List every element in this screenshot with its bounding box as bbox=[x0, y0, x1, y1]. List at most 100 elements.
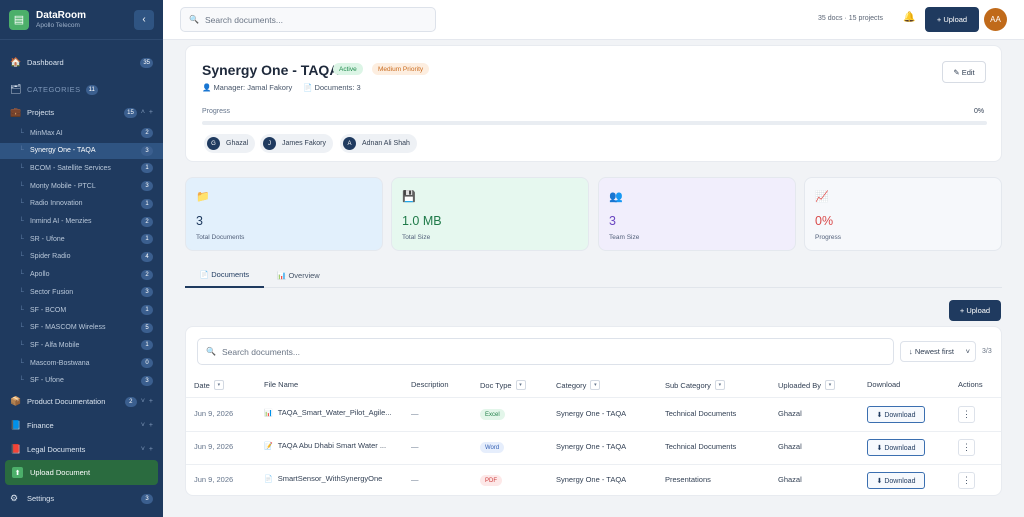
column-header-doc-type[interactable]: Doc Type ▾ bbox=[480, 380, 526, 390]
cell-uploaded-by: Ghazal bbox=[778, 442, 802, 451]
sort-icon[interactable]: ▾ bbox=[714, 380, 725, 390]
progress-value: 0% bbox=[974, 108, 985, 115]
sidebar-item-finance[interactable]: 📘 Finance ˅ + bbox=[10, 420, 153, 430]
sidebar-project-item[interactable]: └ SF - BCOM 1 bbox=[0, 302, 163, 318]
chevron-down-icon[interactable]: ˅ bbox=[140, 446, 145, 453]
search-icon: 🔍 bbox=[189, 15, 199, 24]
avatar: J bbox=[263, 137, 276, 150]
sidebar: ▤ DataRoom Apollo Telecom ‹ 🏠 Dashboard … bbox=[0, 0, 163, 517]
sidebar-project-item[interactable]: └ Synergy One - TAQA 3 bbox=[0, 142, 163, 159]
team-member-chip: G Ghazal bbox=[204, 134, 256, 153]
categories-header: 🗂 CATEGORIES 11 bbox=[0, 81, 163, 98]
sidebar-project-item[interactable]: └ Monty Mobile - PTCL 3 bbox=[0, 178, 163, 194]
sort-icon[interactable]: ▾ bbox=[515, 380, 526, 390]
bell-icon[interactable]: 🔔 bbox=[903, 12, 916, 23]
projects-count-badge: 15 bbox=[124, 107, 137, 118]
sidebar-project-item[interactable]: └ SF - MASCOM Wireless 5 bbox=[0, 320, 163, 336]
cell-description: — bbox=[411, 442, 419, 451]
column-header-sub-category[interactable]: Sub Category ▾ bbox=[665, 380, 725, 390]
user-icon: 👤 bbox=[202, 83, 212, 92]
project-count-badge: 4 bbox=[141, 251, 153, 262]
doc-type-badge: Excel bbox=[480, 409, 505, 420]
user-avatar[interactable]: AA bbox=[984, 8, 1007, 31]
sidebar-item-product-documentation[interactable]: 📦 Product Documentation 2 ˅ + bbox=[10, 396, 153, 407]
sidebar-project-item[interactable]: └ Sector Fusion 3 bbox=[0, 284, 163, 300]
sidebar-project-item[interactable]: └ MinMax AI 2 bbox=[0, 125, 163, 141]
chevron-down-icon[interactable]: ˅ bbox=[140, 398, 145, 405]
search-icon: 🔍 bbox=[206, 347, 216, 356]
chevron-down-icon[interactable]: ˅ bbox=[140, 422, 145, 429]
sidebar-project-item[interactable]: └ Spider Radio 4 bbox=[0, 249, 163, 265]
column-header-download: Download bbox=[867, 380, 901, 389]
project-count-badge: 3 bbox=[141, 375, 153, 386]
categories-count-badge: 11 bbox=[85, 84, 98, 95]
sidebar-project-item[interactable]: └ SF - Alfa Mobile 1 bbox=[0, 337, 163, 353]
collapse-sidebar-button[interactable]: ‹ bbox=[134, 9, 154, 30]
archive-icon: ▤ bbox=[9, 9, 29, 30]
cell-sub-category: Technical Documents bbox=[665, 409, 737, 418]
project-count-badge: 1 bbox=[141, 234, 153, 245]
tree-branch-icon: └ bbox=[19, 129, 24, 137]
tab-overview[interactable]: 📊 Overview bbox=[277, 271, 320, 280]
tree-branch-icon: └ bbox=[19, 271, 24, 279]
column-header-category[interactable]: Category ▾ bbox=[556, 380, 601, 390]
sidebar-item-projects[interactable]: 💼 Projects 15 ˄ + bbox=[10, 107, 153, 118]
project-count-badge: 3 bbox=[141, 181, 153, 192]
column-header-uploaded-by[interactable]: Uploaded By ▾ bbox=[778, 380, 835, 390]
avatar: G bbox=[207, 137, 220, 150]
tree-branch-icon: └ bbox=[19, 147, 24, 155]
chevron-down-icon: ˅ bbox=[965, 347, 970, 356]
sort-icon[interactable]: ▾ bbox=[590, 380, 601, 390]
tab-documents[interactable]: 📄 Documents bbox=[185, 263, 264, 288]
divider bbox=[186, 464, 1001, 465]
download-button[interactable]: ⬇ Download bbox=[867, 439, 925, 456]
cell-file-name[interactable]: 📄 SmartSensor_WithSynergyOne bbox=[264, 474, 383, 483]
add-icon[interactable]: + bbox=[148, 446, 153, 453]
folder-icon: 📁 bbox=[196, 191, 210, 203]
sidebar-project-item[interactable]: └ SR - Ufone 1 bbox=[0, 231, 163, 247]
team-member-chip: A Adnan Ali Shah bbox=[340, 134, 417, 153]
sort-icon[interactable]: ▾ bbox=[824, 380, 835, 390]
edit-button[interactable]: ✎ Edit bbox=[942, 61, 986, 83]
download-button[interactable]: ⬇ Download bbox=[867, 472, 925, 489]
cell-uploaded-by: Ghazal bbox=[778, 409, 802, 418]
cell-file-name[interactable]: 📝 TAQA Abu Dhabi Smart Water ... bbox=[264, 441, 387, 450]
sort-select[interactable]: ↓ Newest first ˅ bbox=[900, 341, 976, 362]
documents-table-card: 🔍 Search documents... ↓ Newest first ˅ 3… bbox=[185, 326, 1002, 496]
sidebar-item-legal-documents[interactable]: 📕 Legal Documents ˅ + bbox=[10, 444, 153, 454]
project-count-badge: 0 bbox=[141, 358, 153, 369]
project-count-badge: 1 bbox=[141, 198, 153, 209]
documents-upload-button[interactable]: + Upload bbox=[949, 300, 1001, 321]
stat-card-team-size: 👥 3 Team Size bbox=[598, 177, 796, 251]
sidebar-project-item[interactable]: └ BCOM - Satellite Services 1 bbox=[0, 160, 163, 176]
upload-document-button[interactable]: ⬆ Upload Document bbox=[5, 460, 158, 485]
tab-bar: 📄 Documents 📊 Overview bbox=[185, 263, 1002, 288]
download-button[interactable]: ⬇ Download bbox=[867, 406, 925, 423]
document-search-input[interactable]: 🔍 Search documents... bbox=[197, 338, 894, 365]
tree-branch-icon: └ bbox=[19, 324, 24, 332]
more-actions-icon[interactable]: ⋮ bbox=[958, 406, 975, 423]
tree-branch-icon: └ bbox=[19, 164, 24, 172]
global-search-input[interactable]: 🔍 Search documents... bbox=[180, 7, 436, 32]
sidebar-project-item[interactable]: └ SF - Ufone 3 bbox=[0, 373, 163, 389]
disk-icon: 💾 bbox=[402, 191, 416, 203]
progress-bar bbox=[202, 121, 987, 125]
sidebar-project-item[interactable]: └ Apollo 2 bbox=[0, 267, 163, 283]
add-icon[interactable]: + bbox=[148, 398, 153, 405]
cell-date: Jun 9, 2026 bbox=[194, 409, 234, 418]
sidebar-project-item[interactable]: └ Radio Innovation 1 bbox=[0, 196, 163, 212]
top-upload-button[interactable]: + Upload bbox=[925, 7, 979, 32]
sort-icon[interactable]: ▾ bbox=[213, 380, 224, 390]
more-actions-icon[interactable]: ⋮ bbox=[958, 472, 975, 489]
column-header-date[interactable]: Date ▾ bbox=[194, 380, 224, 390]
cell-file-name[interactable]: 📊 TAQA_Smart_Water_Pilot_Agile... bbox=[264, 408, 392, 417]
sidebar-item-dashboard[interactable]: 🏠 Dashboard 35 bbox=[0, 54, 163, 71]
add-icon[interactable]: + bbox=[148, 422, 153, 429]
sidebar-item-settings[interactable]: ⚙ Settings 3 bbox=[0, 490, 163, 507]
chevron-up-icon[interactable]: ˄ bbox=[140, 109, 145, 116]
more-actions-icon[interactable]: ⋮ bbox=[958, 439, 975, 456]
sidebar-project-item[interactable]: └ Inmind AI - Menzies 2 bbox=[0, 214, 163, 230]
sidebar-project-item[interactable]: └ Mascom-Bostwana 0 bbox=[0, 355, 163, 371]
add-icon[interactable]: + bbox=[148, 109, 153, 116]
gear-icon: ⚙ bbox=[10, 493, 19, 503]
